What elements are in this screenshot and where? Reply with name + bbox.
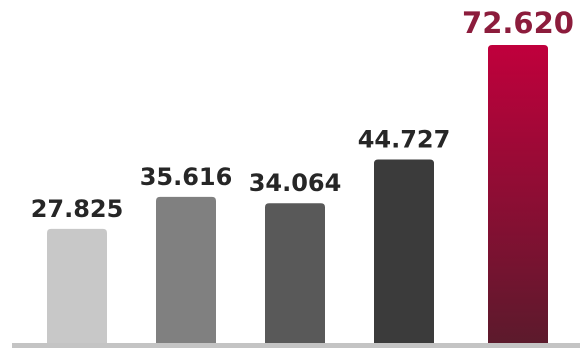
bar — [265, 203, 325, 343]
baseline — [12, 343, 580, 348]
bar — [374, 159, 434, 343]
value-label: 34.064 — [249, 169, 342, 197]
bar — [488, 45, 548, 343]
bar — [47, 228, 107, 343]
value-label: 35.616 — [140, 163, 233, 191]
bar — [156, 196, 216, 343]
value-label: 44.727 — [358, 125, 451, 153]
value-label: 72.620 — [462, 6, 574, 40]
value-label: 27.825 — [31, 195, 124, 223]
